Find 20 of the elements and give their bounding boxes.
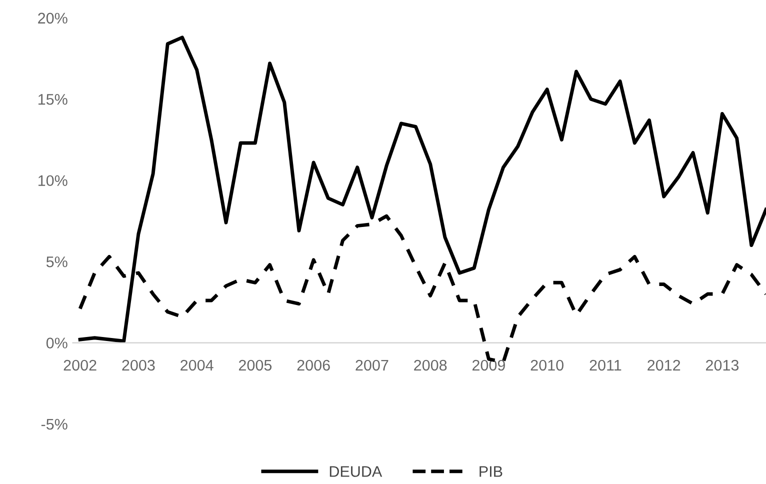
x-tick-label: 2009 <box>472 360 505 371</box>
x-tick-label: 2007 <box>356 360 388 371</box>
x-tick-label: 2002 <box>64 360 96 371</box>
x-tick-label: 2010 <box>530 360 564 371</box>
x-tick-label: 2013 <box>706 360 739 371</box>
y-tick-label: 0% <box>46 338 68 348</box>
x-tick-label: 2005 <box>238 360 272 371</box>
y-tick-label: 20% <box>38 12 68 24</box>
x-tick-label: 2004 <box>180 360 214 371</box>
y-tick-label: -5% <box>41 418 68 430</box>
y-tick-label: 10% <box>38 175 68 186</box>
x-tick-label: 2008 <box>414 360 447 371</box>
y-tick-label: 5% <box>46 256 68 268</box>
legend-label: PIB <box>480 466 502 477</box>
x-tick-label: 2012 <box>648 360 680 371</box>
x-tick-label: 2003 <box>122 360 155 371</box>
x-tick-label: 2006 <box>297 360 330 371</box>
legend-label: DEUDA <box>330 466 382 477</box>
y-tick-label: 15% <box>38 94 68 105</box>
x-tick-label: 2011 <box>590 360 622 371</box>
